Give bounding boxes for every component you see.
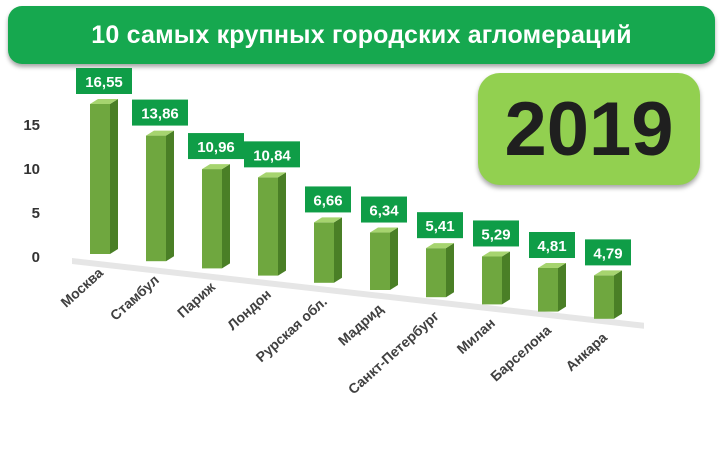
bar-side <box>166 130 174 262</box>
bar-top <box>426 243 454 249</box>
value-label-box <box>305 186 351 213</box>
bar-top <box>258 172 286 178</box>
bar-side <box>390 227 398 290</box>
value-label-box <box>417 212 463 239</box>
label-leader <box>209 158 215 164</box>
bar-top <box>370 227 398 233</box>
bar <box>426 248 446 298</box>
bar-side <box>110 99 118 254</box>
bar-top <box>538 263 566 269</box>
value-label: 6,34 <box>369 203 399 220</box>
label-leader <box>377 222 383 227</box>
category-label: Москва <box>57 264 106 310</box>
value-label-box <box>361 196 407 223</box>
value-label: 10,84 <box>253 147 291 164</box>
category-label: Стамбул <box>107 272 162 324</box>
label-leader <box>601 265 607 270</box>
y-tick-label: 15 <box>23 117 40 134</box>
y-tick-label: 5 <box>32 205 40 222</box>
value-label: 6,66 <box>313 192 342 209</box>
bar <box>482 256 502 305</box>
value-label-box <box>529 232 575 259</box>
bar-top <box>314 217 342 223</box>
bar-side <box>446 243 454 298</box>
year-badge: 2019 <box>478 73 700 185</box>
category-label: Лондон <box>224 286 274 333</box>
bar-side <box>558 263 566 312</box>
bar-side <box>614 270 622 319</box>
bar-top <box>146 130 174 136</box>
value-label: 5,41 <box>425 218 454 235</box>
title-banner: 10 самых крупных городских агломераций <box>8 6 715 64</box>
value-label-box <box>132 99 188 126</box>
label-leader <box>321 212 327 217</box>
value-label-box <box>76 68 132 94</box>
category-label: Париж <box>174 278 219 321</box>
label-leader <box>545 257 551 263</box>
value-label: 4,79 <box>593 245 622 262</box>
value-label: 10,96 <box>197 139 235 156</box>
chart-floor <box>72 258 644 329</box>
bar-top <box>90 99 118 104</box>
label-leader <box>265 166 271 172</box>
category-label: Анкара <box>562 329 610 374</box>
bar-side <box>502 251 510 305</box>
bar-top <box>202 164 230 170</box>
bar-side <box>222 164 230 269</box>
category-label: Мадрид <box>335 300 386 348</box>
bar <box>90 104 110 254</box>
category-label: Милан <box>454 315 498 357</box>
bar <box>146 135 166 262</box>
label-leader <box>489 246 495 251</box>
category-label: Барселона <box>487 322 554 385</box>
chart-title: 10 самых крупных городских агломераций <box>91 20 632 49</box>
bar-side <box>278 172 286 276</box>
value-label-box <box>244 141 300 168</box>
y-tick-label: 0 <box>32 249 40 266</box>
value-label: 13,86 <box>141 106 179 123</box>
value-label-box <box>585 239 631 266</box>
bar-top <box>594 270 622 276</box>
value-label: 4,81 <box>537 238 566 255</box>
bar <box>370 232 390 290</box>
value-label-box <box>188 133 244 160</box>
bar <box>538 268 558 312</box>
bar <box>202 169 222 269</box>
bar <box>314 222 334 283</box>
y-tick-label: 10 <box>23 161 40 178</box>
bar <box>594 275 614 319</box>
label-leader <box>153 125 159 130</box>
year-label: 2019 <box>504 86 674 172</box>
label-leader <box>97 93 103 99</box>
value-label-box <box>473 220 519 247</box>
value-label: 5,29 <box>481 226 510 243</box>
bar-side <box>334 217 342 283</box>
bar-top <box>482 251 510 257</box>
bar <box>258 177 278 276</box>
value-label: 16,55 <box>85 74 123 91</box>
label-leader <box>433 237 439 243</box>
